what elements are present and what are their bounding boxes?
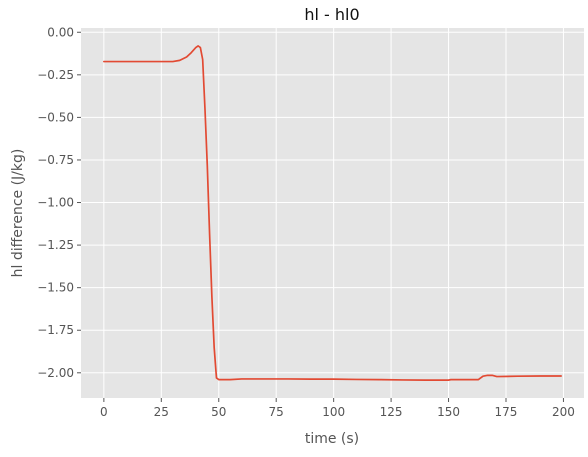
y-tick-label: 0.00 [47,25,74,39]
x-tick-label: 175 [495,405,518,419]
x-axis-label: time (s) [305,431,359,447]
x-tick-label: 200 [552,405,575,419]
series-group [103,45,562,381]
plot-area [81,28,584,398]
y-tick-label: −0.75 [37,153,74,167]
y-tick-label: −1.00 [37,196,74,210]
y-ticks: 0.00 −0.25 −0.50 −0.75 −1.00 −1.25 −1.50 −1.75 −… [37,25,81,380]
y-tick-label: −1.75 [37,323,74,337]
x-tick-label: 0 [100,405,108,419]
chart-title: hl - hl0 [304,5,359,24]
y-tick-label: −1.50 [37,281,74,295]
series-line [103,45,562,381]
y-axis-label: hl difference (J/kg) [10,149,26,278]
x-tick-label: 125 [380,405,403,419]
y-tick-label: −1.25 [37,238,74,252]
x-tick-label: 75 [269,405,284,419]
x-tick-label: 150 [437,405,460,419]
x-ticks: 0 25 50 75 100 125 150 175 200 [100,398,575,419]
x-tick-label: 100 [322,405,345,419]
y-tick-label: −0.50 [37,110,74,124]
x-tick-label: 25 [154,405,169,419]
y-tick-label: −0.25 [37,68,74,82]
x-tick-label: 50 [211,405,226,419]
y-tick-label: −2.00 [37,366,74,380]
grid [81,28,584,398]
